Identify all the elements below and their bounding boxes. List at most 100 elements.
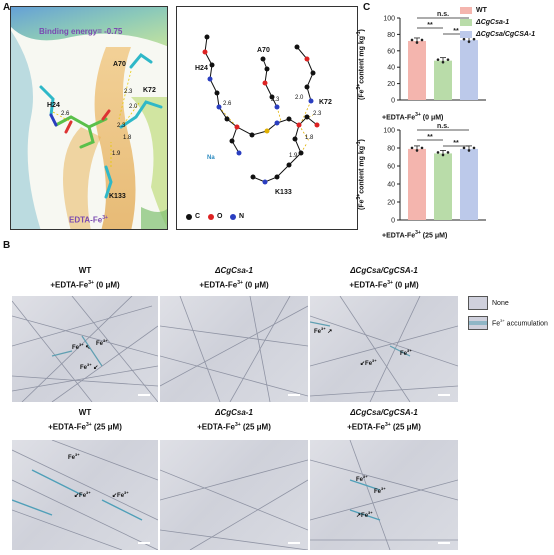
fe-marker: Fe3+ ↙ (80, 362, 99, 371)
chart-top-treatment-label: +EDTA-Fe3+ (0 μM) (382, 112, 444, 122)
fe-marker: Fe3+ ↗ (314, 326, 333, 335)
residue-label-a70: A70 (113, 61, 126, 68)
legend-carbon-dot (186, 214, 192, 220)
significance-label: n.s. (437, 123, 449, 130)
y-tick-label: 20 (387, 200, 395, 207)
legend-oxygen-dot (208, 214, 214, 220)
molecule-diagram (186, 34, 320, 220)
significance-label: ** (427, 134, 433, 141)
distance-label: 2.6 (61, 111, 70, 117)
hyphae-graphic (160, 296, 308, 402)
data-point (420, 146, 424, 150)
legend-swatch (460, 18, 472, 26)
legend-carbon-label: C (195, 213, 201, 220)
legend-label: WT (476, 6, 487, 14)
fe-marker: ↗Fe3+ (356, 510, 373, 519)
micrograph-ko-25 (160, 440, 308, 550)
distance-label: 2.0 (129, 104, 138, 110)
col-title-comp: ΔCgCsa/CgCSA-1 (350, 408, 418, 417)
fe-marker: Fe3+ (374, 486, 386, 495)
y-tick-label: 60 (387, 48, 395, 55)
legend-swatch (468, 316, 488, 330)
docking-3d-view: Binding energy= -0.75 H24 A70 K72 K133 2… (10, 6, 168, 230)
y-axis-label-top: (Fe3+content mg kg-1) (356, 29, 366, 100)
residue-label-k72: K72 (143, 87, 156, 94)
micrograph-ko-0 (160, 296, 308, 402)
col-title-wt: WT (78, 266, 92, 275)
bar (408, 40, 426, 100)
data-point (467, 149, 471, 152)
residue-label-k133: K133 (109, 193, 126, 200)
y-tick-label: 80 (387, 32, 395, 39)
residue-label-a70: A70 (257, 47, 270, 54)
significance-label: ** (453, 28, 459, 35)
legend-swatch (468, 296, 488, 310)
hyphae-graphic (160, 459, 308, 550)
significance-label: ** (453, 140, 459, 147)
scale-bar (438, 394, 450, 396)
legend-label: ΔCgCsa-1 (476, 18, 510, 26)
treatment-label: +EDTA-Fe3+ (25 μM) (347, 422, 421, 432)
chart-bottom-treatment-label: +EDTA-Fe3+ (25 μM) (382, 230, 448, 240)
y-tick-label: 40 (387, 182, 395, 189)
fe-marker: Fe3+ ↖ (72, 342, 91, 351)
micrograph-wt-0: Fe3+ ↖ Fe3+ Fe3+ ↙ (12, 296, 158, 402)
sodium-label: Na (207, 155, 215, 161)
scale-bar (438, 542, 450, 544)
fe-marker: ↙Fe3+ (360, 358, 377, 367)
y-tick-label: 0 (391, 98, 395, 105)
fe-marker: Fe3+ (400, 348, 412, 357)
col-title-wt: WT (78, 408, 92, 417)
micrograph-comp-25: Fe3+ Fe3+ ↗Fe3+ (310, 440, 458, 550)
distance-label: 2.0 (295, 95, 304, 101)
data-point (462, 37, 466, 41)
treatment-label: +EDTA-Fe3+ (0 μM) (199, 280, 269, 290)
legend-nitrogen-label: N (239, 213, 245, 220)
bar (434, 153, 452, 220)
protein-structure-graphic (11, 7, 167, 229)
scale-bar (138, 542, 150, 544)
distance-label: 2.3 (124, 89, 133, 95)
residue-label-k72: K72 (319, 99, 332, 106)
fe-marker: Fe3+ (68, 452, 80, 461)
bar (434, 60, 452, 100)
hyphae-graphic (310, 440, 458, 550)
legend-item-fe: Fe3+ accumulation (468, 316, 548, 330)
data-point (446, 151, 450, 154)
scale-bar (288, 394, 300, 396)
interaction-2d-diagram: H24 A70 K72 K133 2.6 2.3 2.0 2.3 1.8 1.9… (176, 6, 358, 230)
data-point (472, 146, 476, 150)
distance-label: 2.3 (117, 123, 126, 129)
col-title-ko: ΔCgCsa-1 (215, 408, 253, 417)
residue-label-h24: H24 (195, 65, 208, 72)
data-point (441, 153, 445, 157)
bar (460, 40, 478, 100)
treatment-label: +EDTA-Fe3+ (0 μM) (50, 280, 120, 290)
panel-label-a: A (3, 2, 11, 13)
residue-label-k133: K133 (275, 189, 292, 196)
distance-label: 2.3 (271, 97, 280, 103)
data-point (446, 58, 450, 61)
legend-swatch (460, 30, 472, 38)
data-point (410, 38, 414, 42)
data-point (467, 40, 471, 43)
hyphae-graphic (12, 296, 158, 402)
legend-label: ΔCgCsa/CgCSA-1 (476, 30, 536, 38)
fe-marker: Fe3+ (356, 474, 368, 483)
scale-bar (288, 542, 300, 544)
data-point (410, 146, 414, 150)
col-title-ko: ΔCgCsa-1 (215, 266, 253, 275)
distance-label: 1.9 (289, 153, 298, 159)
data-point (420, 38, 424, 42)
y-tick-label: 80 (387, 146, 395, 153)
scale-bar (138, 394, 150, 396)
legend-item-ko: ΔCgCsa-1 (460, 16, 552, 28)
y-tick-label: 100 (383, 16, 395, 23)
data-point (415, 149, 419, 152)
micrograph-legend: None Fe3+ accumulation (468, 296, 548, 330)
chart-legend: WT ΔCgCsa-1 ΔCgCsa/CgCSA-1 (460, 4, 552, 40)
treatment-label: +EDTA-Fe3+ (25 μM) (197, 422, 271, 432)
fe-marker: ↙Fe3+ (112, 490, 129, 499)
data-point (462, 146, 466, 150)
micrograph-comp-0: Fe3+ ↗ Fe3+ ↙Fe3+ (310, 296, 458, 402)
